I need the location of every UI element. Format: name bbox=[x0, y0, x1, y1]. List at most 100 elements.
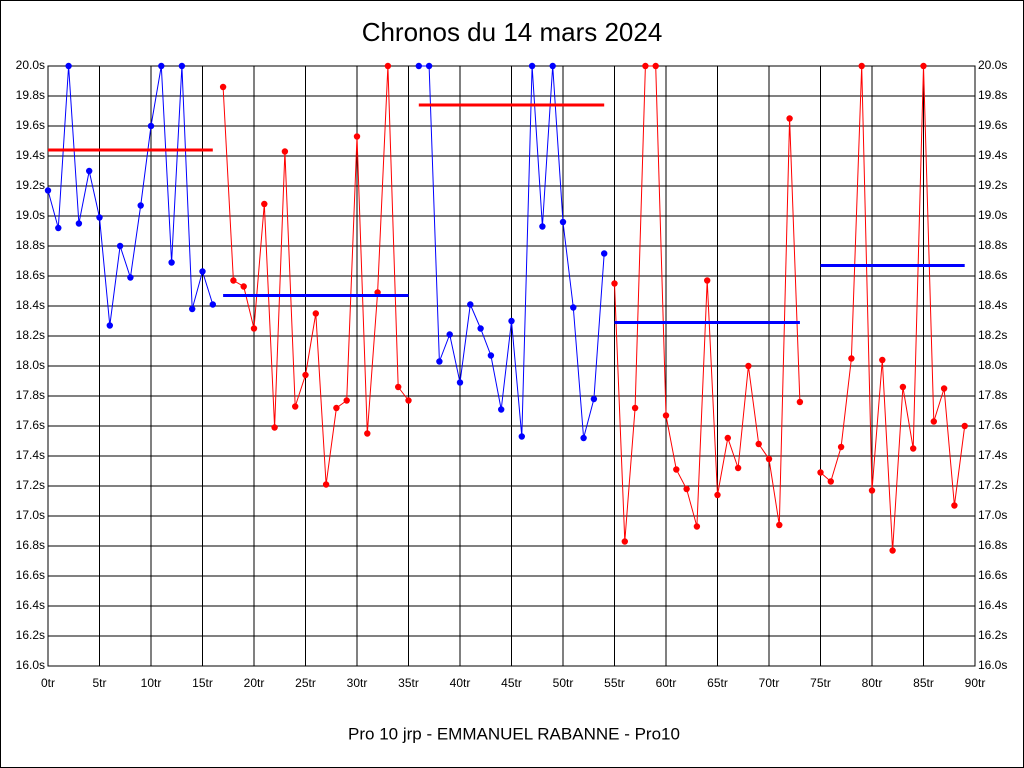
data-point bbox=[631, 404, 639, 412]
data-point bbox=[765, 455, 773, 463]
data-point bbox=[673, 466, 680, 473]
data-point bbox=[724, 434, 731, 442]
data-point bbox=[322, 481, 330, 488]
data-point bbox=[796, 398, 804, 406]
y-tick-label-right: 17.4s bbox=[978, 448, 1007, 462]
data-point bbox=[734, 464, 742, 472]
y-tick-label: 17.4s bbox=[16, 448, 45, 462]
y-tick-label-right: 19.0s bbox=[978, 208, 1007, 222]
y-tick-label: 18.6s bbox=[16, 268, 45, 282]
y-tick-label: 17.0s bbox=[16, 508, 45, 522]
data-point bbox=[446, 331, 453, 338]
x-tick-label: 90tr bbox=[965, 676, 986, 690]
x-tick-label: 55tr bbox=[604, 676, 625, 690]
data-point bbox=[312, 310, 319, 317]
data-point bbox=[539, 223, 546, 230]
x-tick-label: 25tr bbox=[295, 676, 316, 690]
data-point bbox=[271, 424, 278, 431]
data-point bbox=[580, 434, 587, 442]
y-tick-label-right: 16.8s bbox=[978, 538, 1007, 552]
data-point bbox=[343, 397, 350, 404]
data-point bbox=[776, 521, 783, 529]
y-tick-label: 18.4s bbox=[16, 298, 45, 312]
data-point bbox=[755, 440, 762, 448]
y-tick-label: 19.6s bbox=[16, 118, 45, 132]
x-tick-label: 75tr bbox=[810, 676, 831, 690]
y-tick-label-right: 17.0s bbox=[978, 508, 1007, 522]
data-point bbox=[745, 362, 752, 370]
data-point bbox=[899, 383, 907, 391]
data-point bbox=[456, 379, 464, 386]
x-tick-label: 60tr bbox=[656, 676, 677, 690]
data-point bbox=[951, 502, 958, 509]
data-point bbox=[158, 62, 165, 70]
y-tick-label-right: 18.4s bbox=[978, 298, 1007, 312]
data-point bbox=[528, 62, 536, 70]
data-point bbox=[425, 62, 433, 70]
data-point bbox=[889, 547, 896, 554]
y-tick-label-right: 18.6s bbox=[978, 268, 1007, 282]
y-tick-label-right: 17.2s bbox=[978, 478, 1007, 492]
data-point bbox=[920, 62, 927, 70]
y-tick-label: 16.8s bbox=[16, 538, 45, 552]
data-point bbox=[436, 358, 443, 365]
x-tick-label: 45tr bbox=[501, 676, 522, 690]
x-tick-label: 70tr bbox=[759, 676, 780, 690]
data-point bbox=[230, 277, 237, 284]
data-point bbox=[704, 277, 711, 284]
data-point bbox=[281, 148, 289, 155]
y-tick-label: 16.4s bbox=[16, 598, 45, 612]
data-point bbox=[415, 62, 422, 70]
y-tick-label-right: 19.6s bbox=[978, 118, 1007, 132]
y-tick-label-right: 16.2s bbox=[978, 628, 1007, 642]
data-point bbox=[209, 301, 216, 308]
data-point bbox=[405, 397, 412, 404]
y-tick-label: 19.2s bbox=[16, 178, 45, 192]
x-tick-label: 30tr bbox=[347, 676, 368, 690]
data-point bbox=[611, 280, 618, 287]
data-point bbox=[487, 352, 495, 359]
x-tick-label: 80tr bbox=[862, 676, 883, 690]
data-point bbox=[518, 433, 525, 440]
data-point bbox=[86, 167, 93, 175]
data-point bbox=[384, 62, 392, 70]
data-point bbox=[858, 62, 865, 70]
y-tick-label-right: 20.0s bbox=[978, 58, 1007, 72]
data-point bbox=[395, 383, 402, 391]
data-point bbox=[477, 325, 484, 332]
data-point bbox=[96, 214, 103, 221]
data-point bbox=[693, 523, 701, 530]
y-tick-label-right: 19.4s bbox=[978, 148, 1007, 162]
y-tick-label-right: 16.0s bbox=[978, 658, 1007, 672]
data-point bbox=[75, 220, 83, 227]
data-point bbox=[219, 83, 227, 91]
x-tick-label: 85tr bbox=[913, 676, 934, 690]
x-tick-label: 20tr bbox=[244, 676, 265, 690]
data-point bbox=[302, 371, 309, 379]
x-tick-label: 65tr bbox=[707, 676, 728, 690]
data-point bbox=[827, 478, 834, 485]
data-point bbox=[601, 250, 608, 257]
y-tick-label-right: 18.0s bbox=[978, 358, 1007, 372]
y-tick-label: 20.0s bbox=[16, 58, 45, 72]
y-tick-label: 19.0s bbox=[16, 208, 45, 222]
data-point bbox=[508, 317, 515, 325]
data-point bbox=[353, 133, 361, 140]
data-point bbox=[498, 406, 505, 413]
y-tick-label-right: 16.6s bbox=[978, 568, 1007, 582]
data-point bbox=[879, 356, 886, 364]
data-point bbox=[662, 412, 670, 419]
data-point bbox=[817, 469, 824, 476]
data-point bbox=[178, 62, 186, 70]
y-tick-label: 16.2s bbox=[16, 628, 45, 642]
data-point bbox=[590, 395, 598, 403]
data-point bbox=[467, 301, 474, 308]
y-tick-label: 19.4s bbox=[16, 148, 45, 162]
data-point bbox=[549, 62, 556, 70]
data-point bbox=[65, 62, 72, 70]
y-tick-label: 18.2s bbox=[16, 328, 45, 342]
x-tick-label: 5tr bbox=[92, 676, 106, 690]
y-tick-label: 18.0s bbox=[16, 358, 45, 372]
